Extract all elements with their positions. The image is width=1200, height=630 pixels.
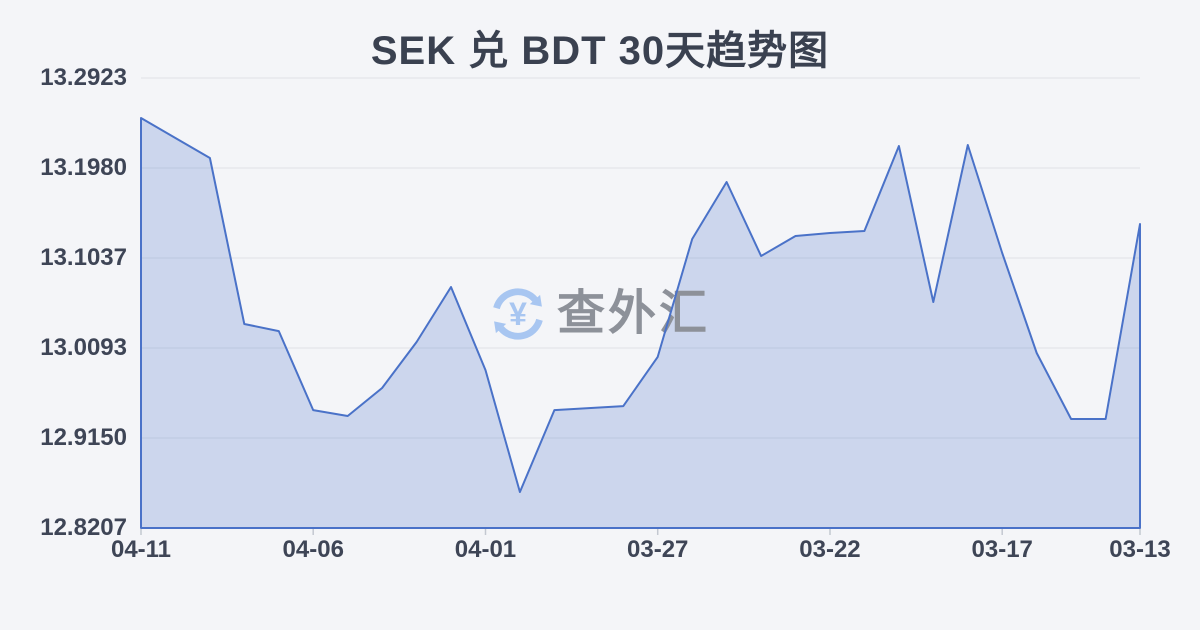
y-axis-label: 13.1037 — [40, 244, 127, 271]
y-axis-label: 13.0093 — [40, 334, 127, 361]
x-axis-label: 04-06 — [282, 536, 344, 563]
chart-title: SEK 兑 BDT 30天趋势图 — [370, 29, 830, 73]
x-axis-label: 03-13 — [1109, 536, 1171, 563]
y-axis-label: 13.2923 — [40, 64, 127, 91]
currency-refresh-icon: ¥ — [493, 288, 543, 340]
yuan-symbol: ¥ — [509, 296, 527, 332]
area-fill — [141, 118, 1140, 528]
y-axis-label: 12.9150 — [40, 424, 127, 451]
x-axis-label: 04-01 — [454, 536, 517, 563]
watermark-text: 查外汇 — [557, 287, 711, 340]
y-axis-label: 12.8207 — [40, 514, 127, 541]
trend-line — [140, 117, 1141, 529]
x-axis-label: 04-11 — [110, 536, 172, 563]
x-axis-label: 03-17 — [971, 536, 1033, 563]
y-axis-label: 13.1980 — [40, 154, 127, 181]
watermark: ¥ 查外汇 — [487, 283, 710, 345]
x-axis-label: 03-27 — [627, 536, 689, 563]
x-axis-label: 03-22 — [799, 536, 861, 563]
